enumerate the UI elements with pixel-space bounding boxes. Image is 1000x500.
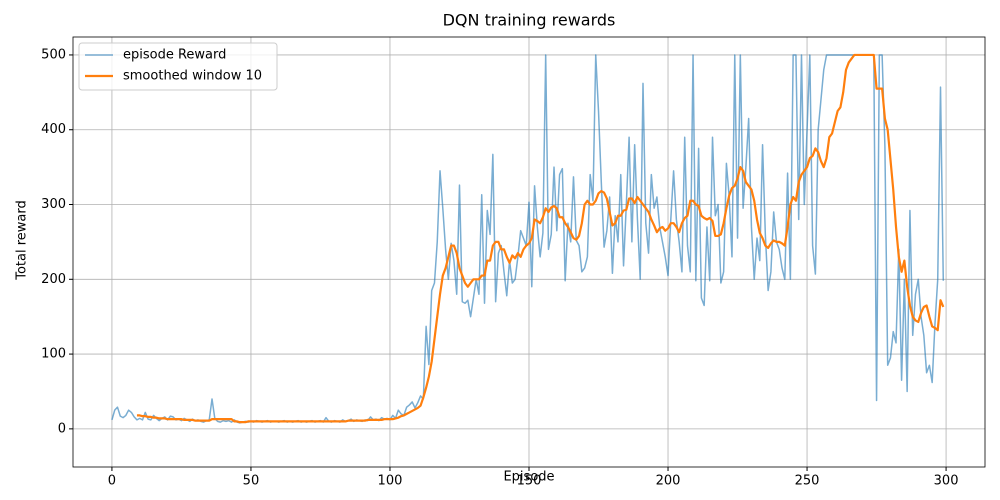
y-tick-label: 0 xyxy=(58,421,66,436)
x-tick-label: 200 xyxy=(656,474,681,489)
x-tick-label: 100 xyxy=(378,474,403,489)
y-axis-label: Total reward xyxy=(15,200,30,281)
series-line xyxy=(111,54,945,424)
legend-label: smoothed window 10 xyxy=(123,69,262,84)
plot-frame xyxy=(72,36,986,468)
legend-box xyxy=(78,42,278,91)
x-axis-label: Episode xyxy=(503,470,554,485)
series-line xyxy=(136,53,945,424)
x-tick-label: 300 xyxy=(934,474,959,489)
y-tick-label: 500 xyxy=(41,47,66,62)
y-tick-label: 400 xyxy=(41,122,66,137)
y-tick-label: 100 xyxy=(41,347,66,362)
x-tick-label: 150 xyxy=(517,474,542,489)
x-tick-label: 50 xyxy=(243,474,260,489)
x-tick-label: 250 xyxy=(795,474,820,489)
y-tick-label: 300 xyxy=(41,197,66,212)
chart-title: DQN training rewards xyxy=(443,11,616,30)
y-tick-label: 200 xyxy=(41,272,66,287)
x-tick-label: 0 xyxy=(108,474,116,489)
legend-label: episode Reward xyxy=(123,48,226,63)
